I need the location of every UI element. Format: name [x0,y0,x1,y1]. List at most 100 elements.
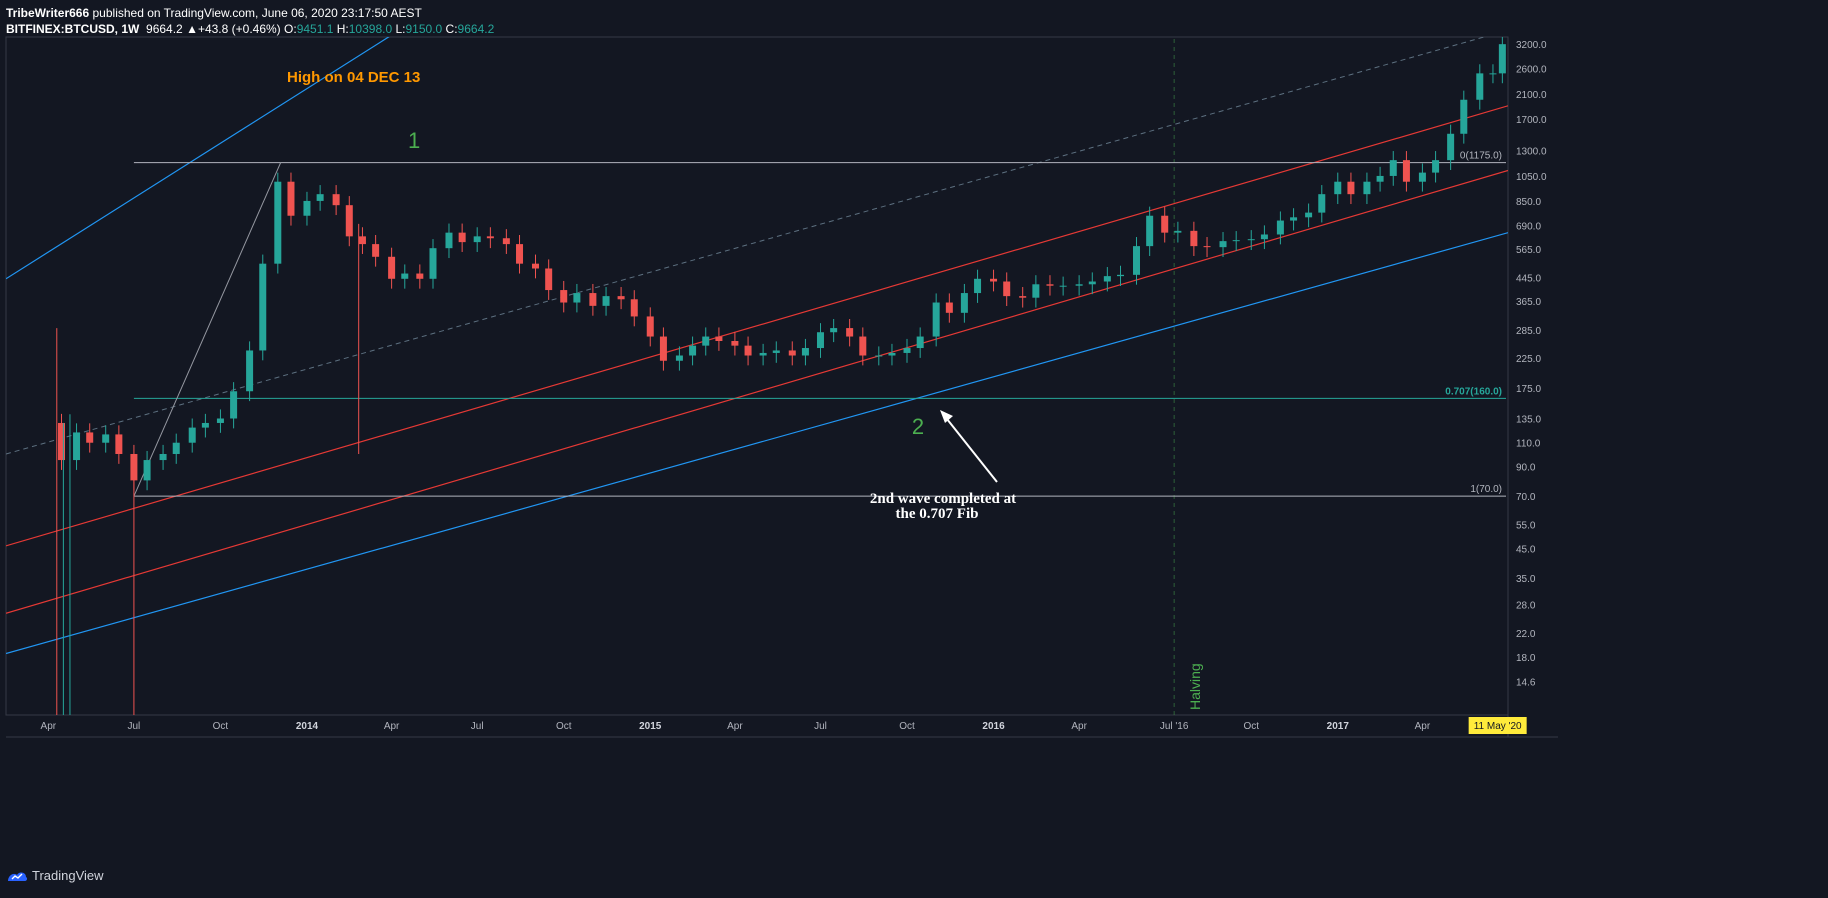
high-label: H: [336,22,349,36]
candle-body [1219,241,1227,248]
x-tick-label: Jul [471,721,484,732]
y-tick-label: 2100.0 [1516,90,1547,101]
candle-body [788,350,796,356]
candle-body [201,422,209,428]
candle-body [259,263,267,351]
candle-body [1489,73,1497,75]
symbol-info: BITFINEX:BTCUSD, 1W 9664.2 ▲+43.8 (+0.46… [6,22,494,36]
y-tick-label: 2600.0 [1516,65,1547,76]
high-value: 10398.0 [348,22,393,36]
candle-body [416,273,424,279]
candle-body [143,460,151,481]
annotation-arrowhead-icon [940,410,953,423]
candle-body [659,336,667,361]
candle-body [1174,230,1182,233]
candle-body [1498,44,1506,74]
candle-body [1203,246,1211,248]
x-tick-label: Oct [213,721,229,732]
y-tick-label: 22.0 [1516,629,1536,640]
candle-body [86,432,94,443]
candle-body [1376,175,1384,182]
candle-body [159,453,167,461]
y-tick-label: 3200.0 [1516,40,1547,51]
y-tick-label: 135.0 [1516,415,1541,426]
candle-body [102,434,110,443]
candle-body [715,336,723,342]
close-value: 9664.2 [457,22,495,36]
candle-body [903,348,911,353]
candle-body [246,350,254,392]
footer: TradingView [6,868,104,883]
candle-body [1260,234,1268,240]
candle-body [759,352,767,356]
y-tick-label: 28.0 [1516,601,1536,612]
x-tick-label: Jul [814,721,827,732]
candle-body [744,345,752,356]
open-label: O: [284,22,297,36]
candle-body [1476,73,1484,100]
candle-body [532,263,540,269]
x-tick-label: 2016 [982,721,1005,732]
candle-body [216,418,224,423]
candle-body [830,328,838,333]
candle-body [332,194,340,206]
candle-body [932,302,940,337]
y-tick-label: 18.0 [1516,653,1536,664]
candle-body [1363,181,1371,195]
candle-body [372,244,380,257]
candle-body [1088,281,1096,285]
candle-body [57,422,65,461]
x-tick-label: Apr [1415,721,1431,732]
tradingview-logo-icon [8,872,28,881]
change-arrow-icon: ▲ [186,22,198,36]
y-tick-label: 1700.0 [1516,115,1547,126]
y-tick-label: 445.0 [1516,273,1541,284]
candle-body [859,336,867,356]
candle-body [188,427,196,443]
candle-body [473,236,481,243]
candle-body [846,328,854,337]
y-tick-label: 70.0 [1516,492,1536,503]
candle-body [1460,99,1468,134]
candle-body [960,293,968,313]
last-price: 9664.2 [146,22,183,36]
candle-body [974,278,982,294]
candle-body [675,355,683,361]
tradingview-brand[interactable]: TradingView [32,868,104,883]
publisher-name[interactable]: TribeWriter666 [6,6,90,20]
candle-body [801,348,809,356]
candle-body [429,248,437,279]
last-date-box [1468,717,1527,734]
candle-body [1389,160,1397,176]
y-tick-label: 1300.0 [1516,147,1547,158]
y-tick-label: 35.0 [1516,574,1536,585]
candle-body [445,232,453,249]
candle-body [1003,281,1011,297]
x-tick-label: Apr [727,721,743,732]
candle-body [1161,215,1169,233]
candle-body [1075,284,1083,286]
candle-body [358,236,366,245]
price-change: +43.8 (+0.46%) [197,22,281,36]
candle-body [1447,133,1455,161]
candle-body [916,336,924,349]
candle-body [1032,284,1040,298]
red-channel-lower [6,169,1508,614]
y-tick-label: 1050.0 [1516,172,1547,183]
fib-trend-line [133,162,282,497]
annotation-wave-text-2: the 0.707 Fib [896,506,979,522]
y-tick-label: 365.0 [1516,297,1541,308]
candle-body [172,442,180,454]
candle-body [646,316,654,337]
low-value: 9150.0 [405,22,443,36]
candle-body [1190,230,1198,247]
candle-body [1290,217,1298,221]
wave-label-2: 2 [912,414,924,439]
y-tick-label: 110.0 [1516,439,1541,450]
candle-body [689,345,697,356]
candle-body [560,290,568,303]
candle-body [1232,240,1240,242]
candle-body [486,236,494,239]
candle-body [1432,160,1440,173]
